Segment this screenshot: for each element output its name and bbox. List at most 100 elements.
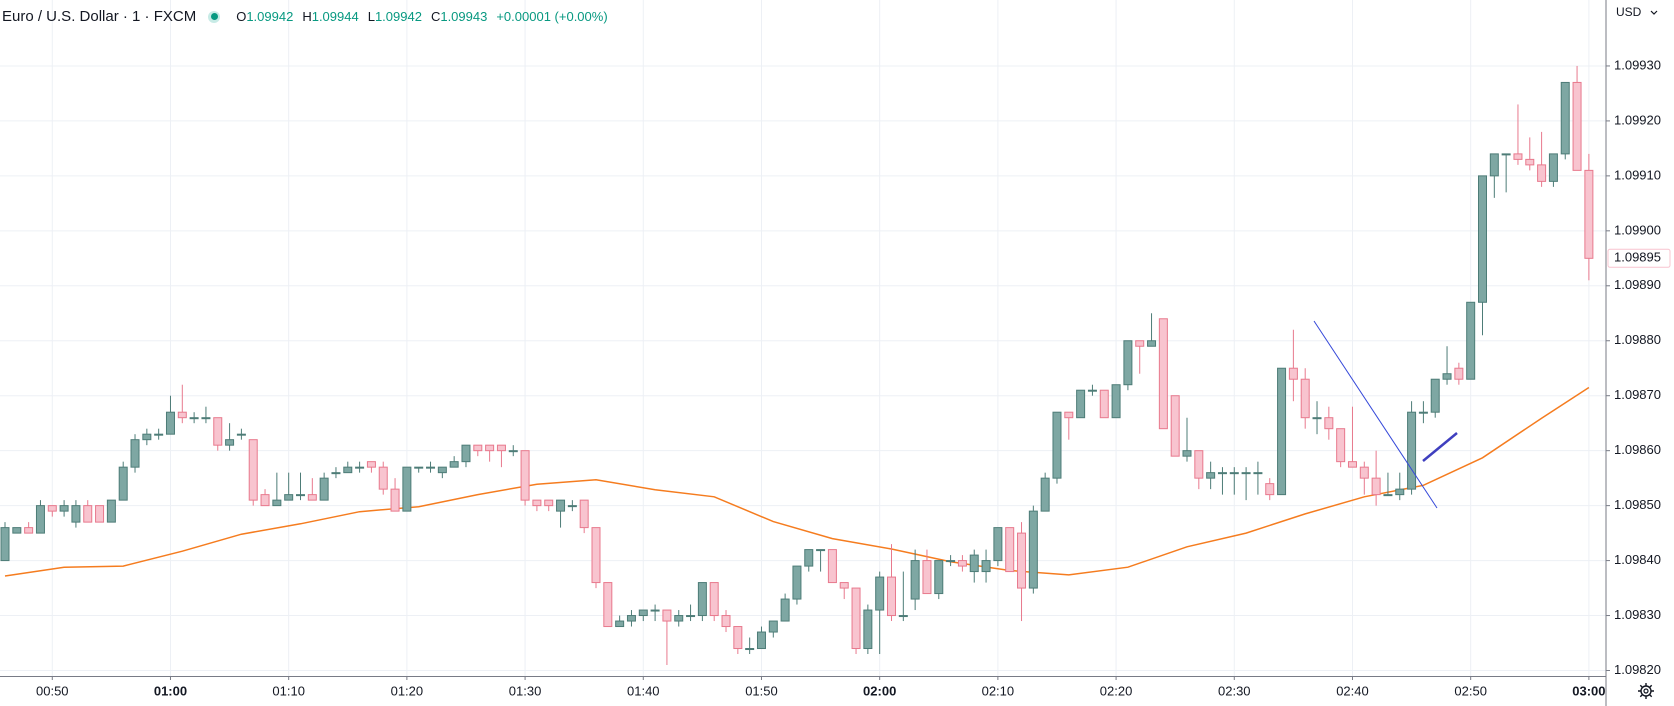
candle-body <box>875 576 885 611</box>
candle-body <box>1572 81 1582 171</box>
trend-line[interactable] <box>1313 320 1438 509</box>
axes: 1.09820 1.09830 1.09840 1.09850 1.09860 1.098… <box>36 57 1671 698</box>
candle-body <box>1241 472 1251 475</box>
candle-body <box>863 609 873 650</box>
x-tick-label: 02:30 <box>1218 683 1251 698</box>
x-tick-label: 01:40 <box>627 683 660 698</box>
x-tick-label: 03:00 <box>1572 683 1605 698</box>
candle-body <box>756 631 766 650</box>
candle-body <box>343 466 353 474</box>
candle-body <box>296 494 305 497</box>
candle-body <box>47 505 57 512</box>
y-tick-label: 1.09830 <box>1614 607 1661 622</box>
legend-value: 1.09944 <box>311 9 359 24</box>
candle-body <box>213 417 223 446</box>
candle-body <box>556 499 566 512</box>
y-tick-label: 1.09930 <box>1614 57 1661 72</box>
candle-body <box>1076 389 1086 419</box>
candle-body <box>1206 472 1216 479</box>
candle-body <box>449 461 459 468</box>
candle-body <box>934 560 944 595</box>
candle-body <box>95 505 105 523</box>
currency[interactable]: USD <box>1616 5 1642 19</box>
candle-body <box>1229 472 1239 475</box>
candle-body <box>1111 384 1121 419</box>
y-tick-label: 1.09880 <box>1614 332 1661 347</box>
candle-body <box>520 450 530 501</box>
candle-body <box>402 466 412 512</box>
candle-body <box>922 560 932 595</box>
candle-body <box>603 582 613 628</box>
candle-body <box>697 582 707 617</box>
candle-body <box>1430 378 1440 413</box>
candle-body <box>674 615 684 622</box>
candle-body <box>1194 450 1204 479</box>
candle-body <box>1087 389 1097 392</box>
candle-body <box>615 620 625 628</box>
candle-body <box>1005 527 1015 573</box>
candle-body <box>35 505 45 534</box>
candle-body <box>1395 488 1405 496</box>
settings-icon[interactable] <box>1638 683 1654 699</box>
last-price-box <box>1607 248 1671 268</box>
symbol-title[interactable]: Euro / U.S. Dollar · 1 · FXCM <box>2 8 197 25</box>
x-tick-label: 02:00 <box>863 683 896 698</box>
candle-body <box>638 609 648 617</box>
trend-line[interactable] <box>1422 432 1458 462</box>
candle-body <box>177 411 187 419</box>
candle-body <box>993 527 1003 562</box>
candle-body <box>1324 417 1334 430</box>
candle-body <box>898 615 908 618</box>
candle-body <box>319 477 329 501</box>
y-tick-label: 1.09820 <box>1614 662 1661 677</box>
candle-body <box>1312 417 1322 420</box>
candle-body <box>1454 367 1464 380</box>
candle-body <box>1407 411 1417 490</box>
candle-body <box>59 505 69 512</box>
time-axis[interactable] <box>0 676 1606 706</box>
candle-body <box>1336 428 1346 463</box>
candle-body <box>910 560 920 600</box>
candle-body <box>579 499 589 529</box>
candle-body <box>1099 389 1109 419</box>
candle-body <box>355 466 365 469</box>
candle-body <box>1028 510 1038 589</box>
y-tick-label: 1.09860 <box>1614 442 1661 457</box>
x-tick-label: 01:00 <box>154 683 187 698</box>
marks <box>0 65 1594 666</box>
candle-body <box>804 549 814 567</box>
candle-body <box>225 439 235 446</box>
legend-value: 1.09942 <box>246 9 294 24</box>
candle-body <box>1584 169 1594 259</box>
y-tick-label: 1.09920 <box>1614 112 1661 127</box>
currency-chevron[interactable] <box>1650 10 1658 15</box>
candle-body <box>851 587 861 650</box>
legend-key: H <box>302 9 312 24</box>
candle-body <box>1170 395 1180 457</box>
candle-body <box>957 560 967 567</box>
candle-body <box>768 620 778 633</box>
candle-body <box>1442 373 1452 380</box>
candle-body <box>981 560 991 573</box>
candle-body <box>1052 411 1062 479</box>
candle-body <box>650 609 660 612</box>
header: Euro / U.S. Dollar · 1 · FXCM O 1.09942 H 1… <box>2 8 617 25</box>
candle-body <box>709 582 719 617</box>
price-axis[interactable] <box>1606 0 1674 706</box>
candle-body <box>626 615 636 622</box>
candle-body <box>1525 158 1535 166</box>
candle-body <box>0 527 10 562</box>
candle-body <box>1418 411 1428 414</box>
candle-body <box>544 499 554 507</box>
candle-body <box>1537 164 1547 182</box>
candle-body <box>1182 450 1192 457</box>
candle-body <box>1501 153 1511 156</box>
x-tick-label: 00:50 <box>36 683 69 698</box>
candle-body <box>1135 340 1145 347</box>
x-tick-label: 02:20 <box>1100 683 1133 698</box>
candle-body <box>414 466 424 469</box>
legend-change: +0.00001 (+0.00%) <box>496 9 608 24</box>
x-tick-label: 02:50 <box>1454 683 1487 698</box>
candle-body <box>1513 153 1523 160</box>
